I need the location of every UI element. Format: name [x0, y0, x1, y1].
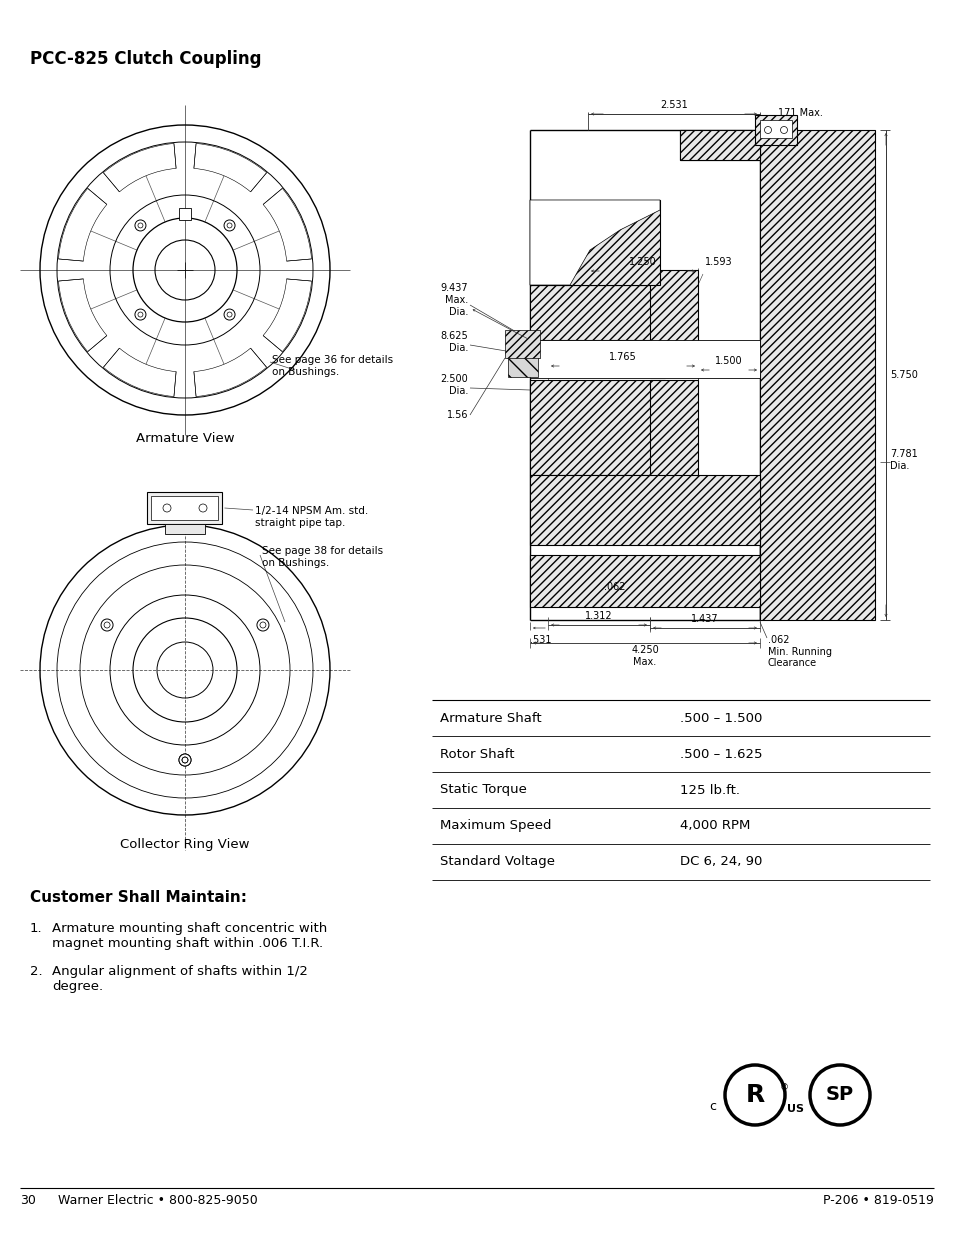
Text: Armature View: Armature View [135, 432, 234, 445]
Text: See page 36 for details
on Bushings.: See page 36 for details on Bushings. [272, 354, 393, 377]
Circle shape [134, 309, 146, 320]
Text: 9.437
Max.
Dia.: 9.437 Max. Dia. [440, 283, 468, 316]
Text: .171 Max.: .171 Max. [774, 107, 822, 119]
Text: Maximum Speed: Maximum Speed [439, 820, 551, 832]
Wedge shape [193, 143, 266, 191]
Bar [754, 115, 796, 144]
Wedge shape [193, 348, 266, 396]
Bar [760, 130, 874, 620]
Bar [530, 285, 664, 340]
Text: 30: 30 [20, 1194, 36, 1207]
Circle shape [199, 504, 207, 513]
Bar [530, 555, 760, 606]
Text: 4,000 RPM: 4,000 RPM [679, 820, 750, 832]
Text: DC 6, 24, 90: DC 6, 24, 90 [679, 856, 761, 868]
Text: 1.250: 1.250 [628, 257, 657, 267]
Circle shape [179, 755, 191, 766]
Circle shape [224, 309, 234, 320]
Bar [507, 354, 537, 377]
Text: Armature Shaft: Armature Shaft [439, 711, 541, 725]
Text: 2.531: 2.531 [659, 100, 687, 110]
Bar [649, 380, 698, 495]
Wedge shape [103, 348, 176, 396]
Circle shape [179, 755, 191, 766]
Text: SP: SP [825, 1086, 853, 1104]
Text: 1.500: 1.500 [715, 356, 742, 366]
Text: .500 – 1.500: .500 – 1.500 [679, 711, 761, 725]
Text: 1.765: 1.765 [608, 352, 637, 362]
Text: P-206 • 819-0519: P-206 • 819-0519 [822, 1194, 933, 1207]
Text: 2.: 2. [30, 965, 43, 978]
Text: Warner Electric • 800-825-9050: Warner Electric • 800-825-9050 [58, 1194, 257, 1207]
Circle shape [163, 504, 171, 513]
Text: See page 38 for details
on Bushings.: See page 38 for details on Bushings. [262, 546, 383, 568]
Text: 1/2-14 NPSM Am. std.
straight pipe tap.: 1/2-14 NPSM Am. std. straight pipe tap. [254, 506, 368, 527]
Text: 2.500
Dia.: 2.500 Dia. [439, 374, 468, 395]
Text: .531: .531 [530, 635, 551, 645]
Bar [152, 496, 218, 520]
Text: 4.250
Max.: 4.250 Max. [631, 645, 659, 667]
Bar [530, 380, 664, 475]
Text: 1.56: 1.56 [446, 410, 468, 420]
Text: Collector Ring View: Collector Ring View [120, 839, 250, 851]
Polygon shape [530, 475, 760, 545]
Wedge shape [58, 279, 107, 352]
Text: R: R [744, 1083, 763, 1107]
Bar [649, 270, 698, 354]
Text: PCC-825 Clutch Coupling: PCC-825 Clutch Coupling [30, 49, 261, 68]
Wedge shape [263, 189, 312, 261]
Bar [760, 120, 791, 138]
Text: Rotor Shaft: Rotor Shaft [439, 747, 514, 761]
Bar [148, 492, 222, 524]
Circle shape [101, 619, 113, 631]
Text: 7.781
Dia.: 7.781 Dia. [889, 450, 917, 471]
Bar [165, 524, 205, 534]
Circle shape [763, 126, 771, 133]
Text: 1.437: 1.437 [691, 614, 718, 624]
Circle shape [134, 220, 146, 231]
Text: 8.625
Dia.: 8.625 Dia. [439, 331, 468, 353]
Text: Angular alignment of shafts within 1/2
degree.: Angular alignment of shafts within 1/2 d… [52, 965, 308, 993]
Bar [679, 130, 760, 161]
Bar [504, 330, 539, 358]
Circle shape [256, 619, 269, 631]
Wedge shape [58, 189, 107, 261]
Text: 1.593: 1.593 [704, 257, 732, 267]
Wedge shape [263, 279, 312, 352]
Text: Standard Voltage: Standard Voltage [439, 856, 555, 868]
Text: 125 lb.ft.: 125 lb.ft. [679, 783, 740, 797]
Bar [530, 340, 760, 378]
Wedge shape [103, 143, 176, 191]
Text: .062
Min. Running
Clearance: .062 Min. Running Clearance [767, 635, 831, 668]
Text: .062: .062 [603, 582, 625, 592]
Text: 1.312: 1.312 [584, 611, 612, 621]
Bar [179, 207, 191, 220]
Text: Customer Shall Maintain:: Customer Shall Maintain: [30, 890, 247, 905]
Text: Armature mounting shaft concentric with
magnet mounting shaft within .006 T.I.R.: Armature mounting shaft concentric with … [52, 923, 327, 950]
Circle shape [224, 220, 234, 231]
Text: US: US [786, 1104, 803, 1114]
Text: .500 – 1.625: .500 – 1.625 [679, 747, 761, 761]
Circle shape [780, 126, 786, 133]
Text: c: c [709, 1100, 716, 1114]
Text: 1.: 1. [30, 923, 43, 935]
Text: ®: ® [780, 1083, 788, 1092]
Text: Static Torque: Static Torque [439, 783, 526, 797]
Text: 5.750: 5.750 [889, 370, 917, 380]
Polygon shape [530, 200, 659, 285]
Polygon shape [530, 200, 659, 285]
